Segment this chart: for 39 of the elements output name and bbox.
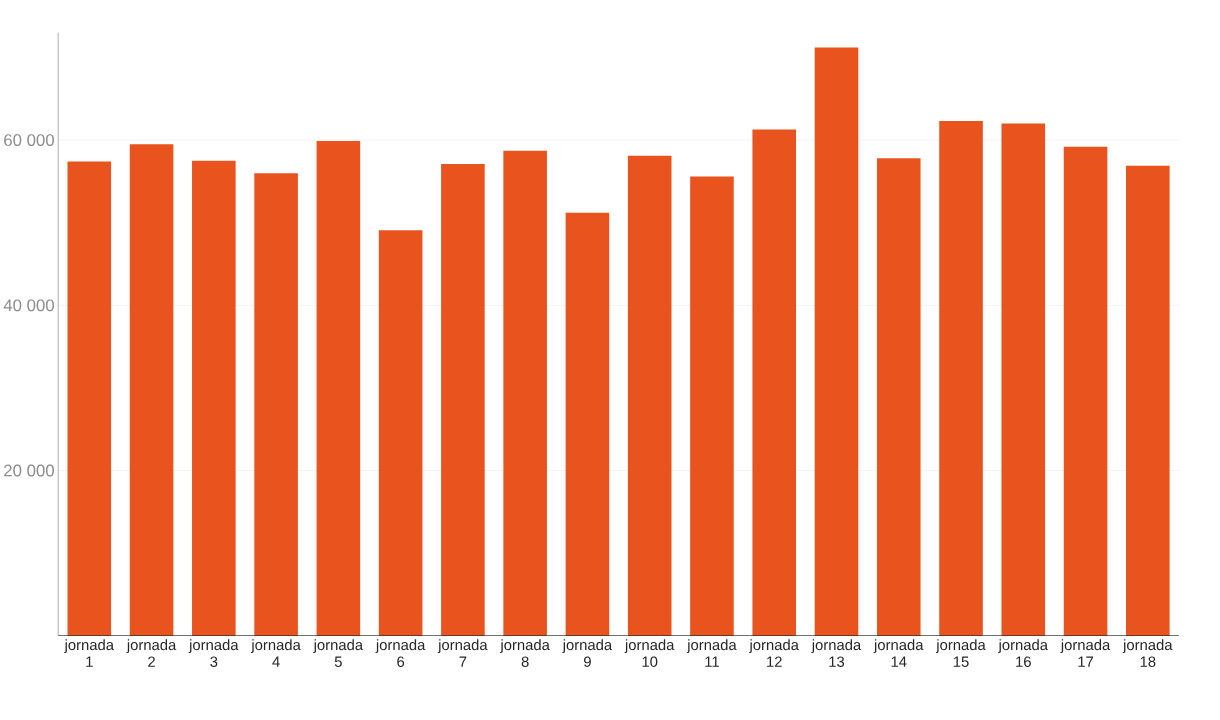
x-tick-label: jornada 4 [251,639,301,667]
bar [565,212,610,636]
x-tick-label: jornada 17 [1060,639,1111,667]
x-tick-label: jornada 3 [188,639,239,667]
x-tick-label: jornada 14 [873,639,924,667]
x-tick-label: jornada 10 [624,639,675,667]
bar [752,129,797,636]
bar [254,173,298,636]
x-tick-label: jornada 5 [313,639,364,667]
x-tick-label: jornada 18 [1122,639,1173,667]
bar [939,121,983,636]
x-tick-label: jornada 12 [749,639,799,667]
bar [627,155,672,636]
bar [129,144,174,636]
bar [1063,146,1108,636]
x-tick-label: jornada 8 [500,639,550,667]
bar [503,150,547,636]
x-tick-label: jornada 9 [562,639,613,667]
x-tick-label: jornada 13 [811,639,862,667]
bar [876,158,921,636]
bar [1001,123,1046,636]
bar [441,164,485,636]
bar [690,176,734,636]
bar [814,47,859,636]
y-tick-label: 60 000 [4,134,54,147]
y-tick-label: 40 000 [3,299,54,312]
bar [378,230,423,636]
bar [1126,165,1170,636]
x-tick-label: jornada 6 [375,639,426,667]
bar [192,160,236,636]
y-tick-label: 20 000 [4,464,54,477]
x-tick-label: jornada 11 [686,639,737,667]
bar [316,140,361,636]
x-tick-label: jornada 15 [935,639,986,667]
bar [67,161,112,636]
x-tick-label: jornada 2 [126,639,177,667]
x-tick-label: jornada 16 [998,639,1048,667]
x-tick-label: jornada 1 [64,639,115,667]
x-tick-label: jornada 7 [437,639,488,667]
